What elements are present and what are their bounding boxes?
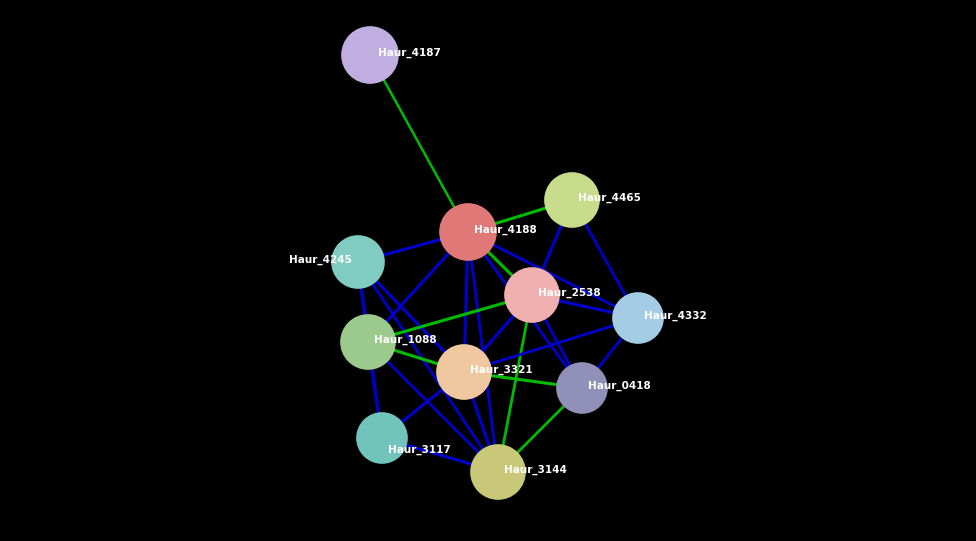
- Text: Haur_3117: Haur_3117: [388, 445, 451, 455]
- Text: Haur_3321: Haur_3321: [470, 365, 533, 375]
- Circle shape: [341, 315, 395, 369]
- Text: Haur_4465: Haur_4465: [578, 193, 641, 203]
- Circle shape: [505, 268, 559, 322]
- Text: Haur_2538: Haur_2538: [538, 288, 600, 298]
- Circle shape: [471, 445, 525, 499]
- Circle shape: [357, 413, 407, 463]
- Text: Haur_4187: Haur_4187: [378, 48, 441, 58]
- Circle shape: [545, 173, 599, 227]
- Circle shape: [342, 27, 398, 83]
- Text: Haur_1088: Haur_1088: [374, 335, 436, 345]
- Circle shape: [557, 363, 607, 413]
- Text: Haur_4332: Haur_4332: [644, 311, 707, 321]
- Text: Haur_4188: Haur_4188: [474, 225, 537, 235]
- Text: Haur_4245: Haur_4245: [289, 255, 352, 265]
- Text: Haur_3144: Haur_3144: [504, 465, 567, 475]
- Circle shape: [437, 345, 491, 399]
- Circle shape: [332, 236, 384, 288]
- Text: Haur_0418: Haur_0418: [588, 381, 651, 391]
- Circle shape: [613, 293, 663, 343]
- Circle shape: [440, 204, 496, 260]
